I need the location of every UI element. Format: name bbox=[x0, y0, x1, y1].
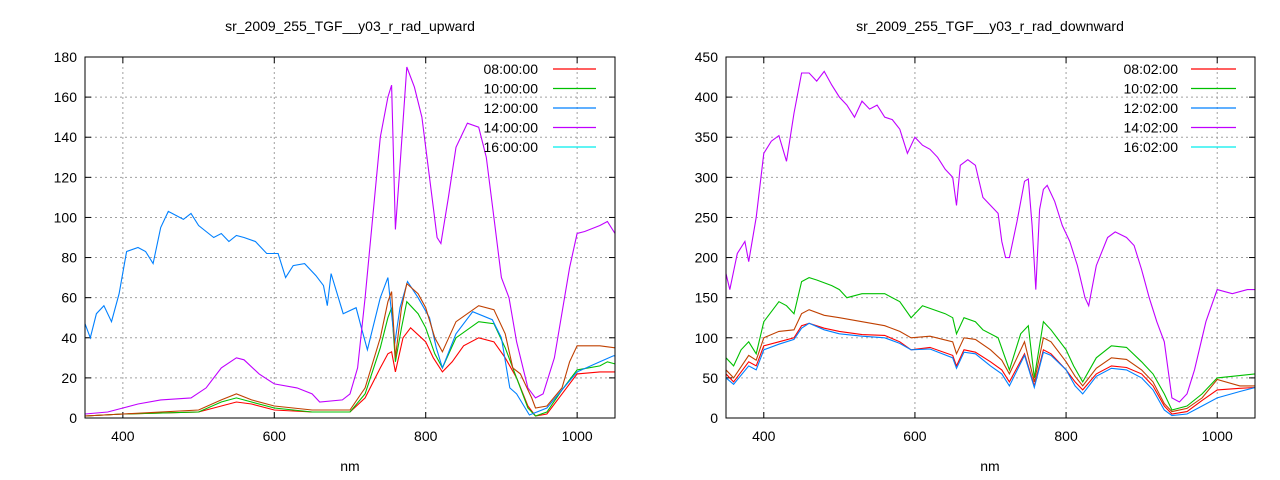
series-line-100200 bbox=[726, 277, 1255, 411]
legend-label: 10:00:00 bbox=[484, 81, 539, 97]
legend-label: 10:02:00 bbox=[1124, 81, 1179, 97]
legend-label: 12:02:00 bbox=[1124, 100, 1179, 116]
series-line-unlabeled bbox=[85, 282, 615, 417]
series-line-140200 bbox=[726, 70, 1255, 403]
y-tick-label: 140 bbox=[54, 129, 78, 145]
x-axis-label: nm bbox=[340, 458, 359, 474]
series-line-100000 bbox=[85, 300, 615, 417]
legend-label: 16:00:00 bbox=[484, 139, 539, 155]
y-tick-label: 0 bbox=[69, 410, 77, 426]
y-tick-label: 350 bbox=[695, 129, 719, 145]
chart-downward: sr_2009_255_TGF__y03_r_rad_downward nm 0… bbox=[695, 18, 1256, 474]
legend-label: 14:02:00 bbox=[1124, 120, 1179, 136]
legend-label: 08:02:00 bbox=[1124, 61, 1179, 77]
y-tick-label: 0 bbox=[710, 410, 718, 426]
y-tick-label: 150 bbox=[695, 290, 719, 306]
series-line-140000 bbox=[85, 66, 615, 415]
series-line-080000 bbox=[85, 326, 615, 417]
plot-frame bbox=[725, 56, 1256, 419]
y-tick-label: 80 bbox=[61, 250, 77, 266]
y-tick-label: 250 bbox=[695, 209, 719, 225]
y-tick-label: 100 bbox=[54, 209, 78, 225]
x-tick-label: 1000 bbox=[562, 428, 593, 444]
series-line-120000 bbox=[85, 210, 615, 416]
chart-title: sr_2009_255_TGF__y03_r_rad_downward bbox=[856, 18, 1124, 34]
legend-label: 08:00:00 bbox=[484, 61, 539, 77]
y-tick-label: 120 bbox=[54, 169, 78, 185]
legend-label: 12:00:00 bbox=[484, 100, 539, 116]
legend-label: 16:02:00 bbox=[1124, 139, 1179, 155]
chart-title: sr_2009_255_TGF__y03_r_rad_upward bbox=[225, 18, 475, 34]
y-tick-label: 50 bbox=[702, 370, 718, 386]
y-tick-label: 100 bbox=[695, 330, 719, 346]
x-tick-label: 800 bbox=[414, 428, 438, 444]
series-line-120200 bbox=[726, 322, 1255, 417]
x-tick-label: 600 bbox=[903, 428, 927, 444]
y-tick-label: 20 bbox=[61, 370, 77, 386]
x-tick-label: 1000 bbox=[1202, 428, 1233, 444]
chart-upward: sr_2009_255_TGF__y03_r_rad_upward nm 0 20… bbox=[54, 18, 616, 474]
x-tick-label: 600 bbox=[263, 428, 287, 444]
y-tick-label: 400 bbox=[695, 89, 719, 105]
y-tick-label: 300 bbox=[695, 169, 719, 185]
y-tick-label: 180 bbox=[54, 49, 78, 65]
y-tick-label: 60 bbox=[61, 290, 77, 306]
series-line-080200 bbox=[726, 322, 1255, 415]
plot-frame bbox=[84, 56, 616, 419]
y-tick-label: 200 bbox=[695, 250, 719, 266]
x-axis-label: nm bbox=[980, 458, 999, 474]
y-tick-label: 160 bbox=[54, 89, 78, 105]
y-tick-label: 450 bbox=[695, 49, 719, 65]
x-tick-label: 400 bbox=[752, 428, 776, 444]
y-tick-label: 40 bbox=[61, 330, 77, 346]
legend-label: 14:00:00 bbox=[484, 120, 539, 136]
series-line-unlabeled bbox=[726, 309, 1255, 413]
x-tick-label: 400 bbox=[111, 428, 135, 444]
x-tick-label: 800 bbox=[1054, 428, 1078, 444]
